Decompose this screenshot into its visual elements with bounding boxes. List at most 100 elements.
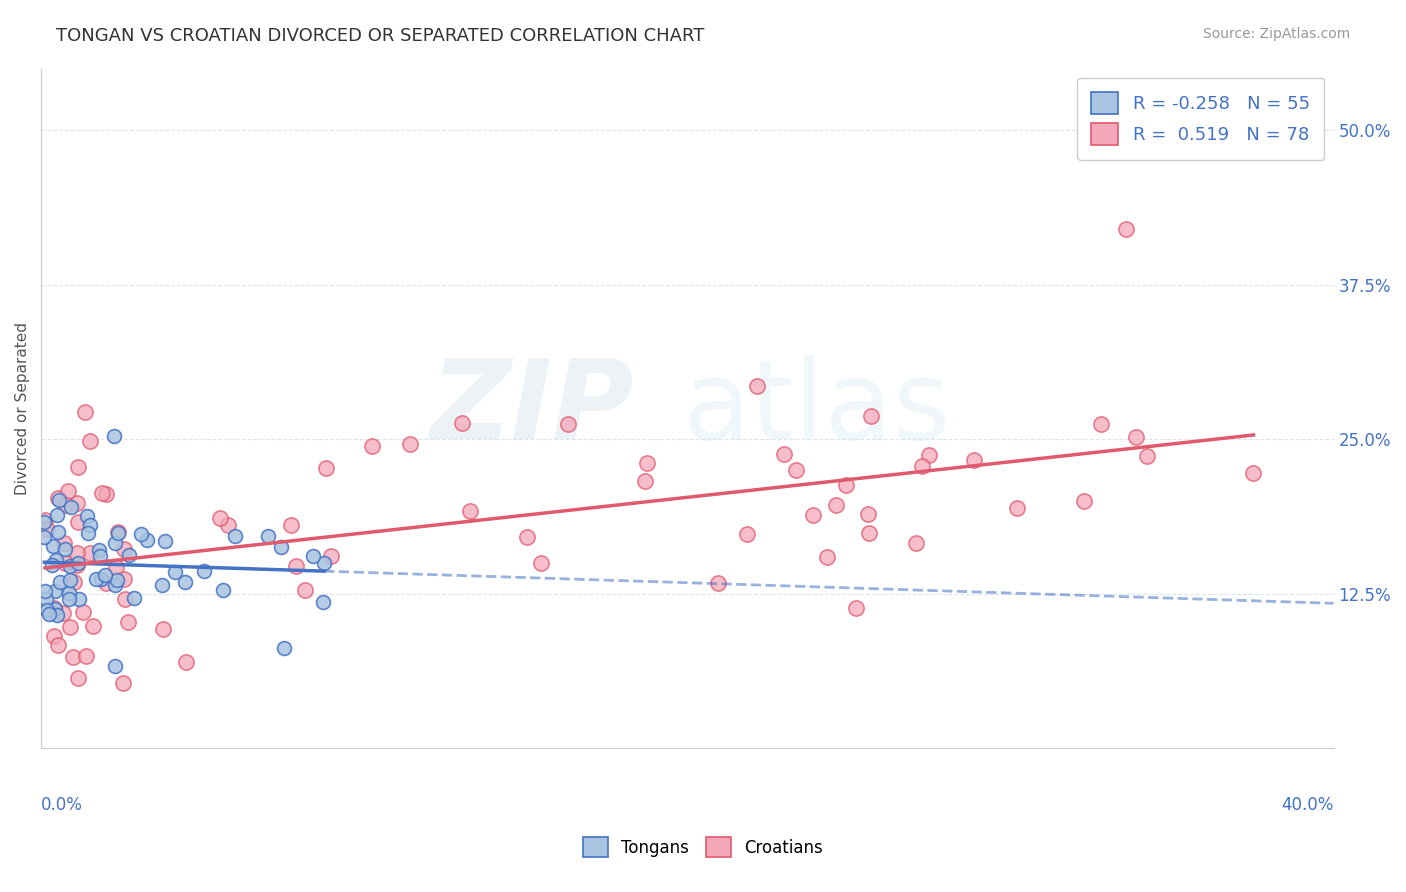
- Point: [825, 498, 848, 512]
- Point: [150, 578, 173, 592]
- Point: [118, 548, 141, 562]
- Point: [217, 517, 239, 532]
- Point: [35, 603, 58, 617]
- Point: [79, 546, 101, 560]
- Point: [53, 556, 76, 570]
- Point: [112, 541, 135, 556]
- Point: [105, 574, 128, 588]
- Point: [208, 511, 231, 525]
- Point: [273, 640, 295, 655]
- Point: [963, 453, 986, 467]
- Point: [1115, 222, 1137, 236]
- Point: [285, 559, 308, 574]
- Point: [1125, 430, 1147, 444]
- Point: [530, 556, 553, 570]
- Point: [41, 558, 63, 572]
- Point: [46, 491, 69, 505]
- Point: [66, 672, 89, 686]
- Point: [112, 675, 135, 690]
- Point: [44, 601, 66, 615]
- Point: [1073, 494, 1095, 508]
- Point: [918, 448, 941, 462]
- Point: [89, 549, 111, 564]
- Point: [91, 485, 114, 500]
- Point: [86, 572, 108, 586]
- Point: [77, 526, 100, 541]
- Point: [458, 503, 481, 517]
- Point: [129, 527, 152, 541]
- Point: [48, 493, 70, 508]
- Point: [634, 475, 657, 489]
- Point: [107, 525, 129, 540]
- Point: [58, 484, 80, 499]
- Point: [55, 498, 77, 512]
- Point: [212, 583, 235, 598]
- Point: [834, 477, 856, 491]
- Point: [52, 606, 75, 620]
- Point: [315, 461, 337, 475]
- Point: [104, 535, 127, 549]
- Point: [44, 583, 66, 598]
- Point: [62, 650, 84, 665]
- Point: [280, 517, 302, 532]
- Point: [75, 648, 97, 663]
- Point: [46, 608, 69, 623]
- Point: [905, 536, 928, 550]
- Point: [94, 487, 117, 501]
- Point: [772, 447, 794, 461]
- Point: [174, 655, 197, 669]
- Point: [46, 524, 69, 539]
- Point: [117, 615, 139, 629]
- Text: ZIP: ZIP: [430, 355, 634, 462]
- Point: [94, 568, 117, 582]
- Point: [785, 463, 807, 477]
- Point: [706, 576, 728, 591]
- Point: [103, 429, 125, 443]
- Point: [321, 549, 343, 563]
- Point: [152, 622, 174, 636]
- Point: [174, 575, 197, 590]
- Point: [398, 437, 420, 451]
- Point: [34, 515, 56, 529]
- Point: [256, 529, 278, 543]
- Point: [34, 530, 56, 544]
- Point: [1005, 500, 1028, 515]
- Point: [37, 522, 59, 536]
- Point: [911, 458, 934, 473]
- Point: [451, 416, 474, 430]
- Point: [67, 459, 90, 474]
- Point: [516, 530, 538, 544]
- Text: Source: ZipAtlas.com: Source: ZipAtlas.com: [1202, 27, 1350, 41]
- Point: [52, 535, 75, 549]
- Point: [66, 558, 89, 572]
- Point: [314, 557, 336, 571]
- Point: [294, 583, 316, 598]
- Point: [104, 578, 127, 592]
- Point: [67, 591, 90, 606]
- Text: 40.0%: 40.0%: [1281, 796, 1333, 814]
- Point: [114, 592, 136, 607]
- Point: [76, 509, 98, 524]
- Point: [53, 541, 76, 556]
- Point: [45, 552, 67, 566]
- Point: [270, 540, 292, 554]
- Legend: R = -0.258   N = 55, R =  0.519   N = 78: R = -0.258 N = 55, R = 0.519 N = 78: [1077, 78, 1324, 160]
- Point: [856, 508, 879, 522]
- Point: [49, 574, 72, 589]
- Point: [636, 456, 658, 470]
- Point: [35, 592, 58, 607]
- Point: [1243, 466, 1265, 480]
- Point: [107, 526, 129, 541]
- Point: [302, 549, 325, 564]
- Point: [136, 533, 159, 547]
- Point: [66, 515, 89, 529]
- Point: [735, 526, 758, 541]
- Point: [122, 591, 145, 605]
- Point: [46, 508, 69, 523]
- Point: [58, 586, 80, 600]
- Point: [72, 605, 94, 619]
- Text: 0.0%: 0.0%: [41, 796, 83, 814]
- Point: [44, 601, 66, 615]
- Point: [63, 575, 86, 590]
- Point: [104, 659, 127, 673]
